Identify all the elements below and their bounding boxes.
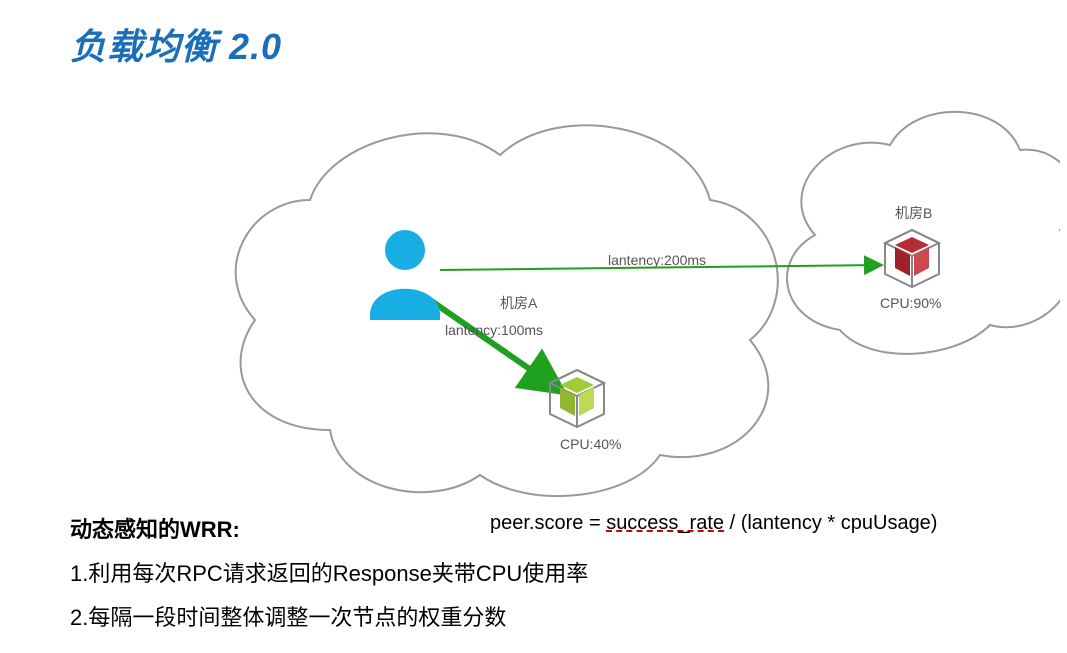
- bullet-1: 1.利用每次RPC请求返回的Response夹带CPU使用率: [70, 556, 588, 588]
- latency-a-label: lantency:100ms: [445, 322, 543, 338]
- formula-prefix: peer.score =: [490, 512, 606, 534]
- page-title: 负载均衡 2.0: [70, 18, 282, 70]
- wrr-heading: 动态感知的WRR:: [70, 512, 240, 544]
- cloud-b: [787, 112, 1060, 354]
- bullet-2: 2.每隔一段时间整体调整一次节点的权重分数: [70, 600, 506, 632]
- latency-b-label: lantency:200ms: [608, 252, 706, 268]
- cpu-b-label: CPU:90%: [880, 295, 941, 311]
- formula-underlined: success_rate: [606, 512, 724, 534]
- cloud-a-label: 机房A: [500, 293, 537, 313]
- cpu-a-label: CPU:40%: [560, 436, 621, 452]
- cloud-b-label: 机房B: [895, 203, 932, 223]
- formula-suffix: / (lantency * cpuUsage): [724, 512, 937, 534]
- formula-text: peer.score = success_rate / (lantency * …: [490, 512, 937, 535]
